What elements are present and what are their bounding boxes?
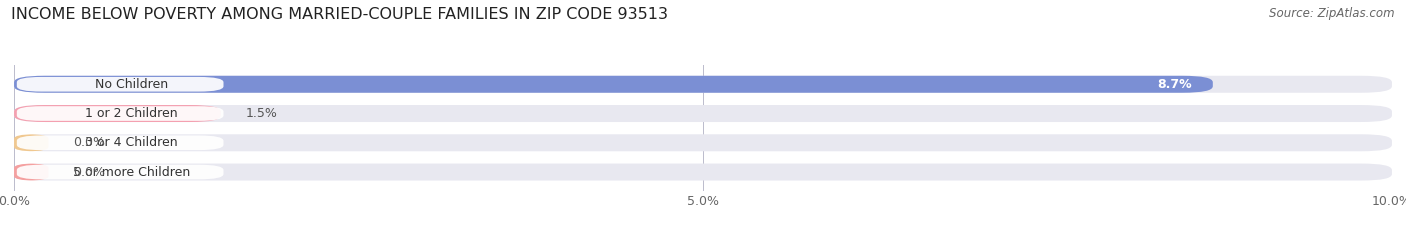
FancyBboxPatch shape (17, 106, 224, 121)
FancyBboxPatch shape (14, 105, 1392, 122)
FancyBboxPatch shape (14, 134, 48, 151)
Text: 1 or 2 Children: 1 or 2 Children (84, 107, 177, 120)
FancyBboxPatch shape (17, 135, 224, 150)
FancyBboxPatch shape (14, 105, 221, 122)
FancyBboxPatch shape (14, 76, 1213, 93)
FancyBboxPatch shape (14, 164, 1392, 181)
Text: 8.7%: 8.7% (1157, 78, 1192, 91)
Text: 0.0%: 0.0% (73, 136, 105, 149)
Text: 0.0%: 0.0% (73, 165, 105, 178)
Text: No Children: No Children (94, 78, 167, 91)
Text: 5 or more Children: 5 or more Children (73, 165, 190, 178)
FancyBboxPatch shape (14, 134, 1392, 151)
FancyBboxPatch shape (17, 165, 224, 179)
FancyBboxPatch shape (17, 77, 224, 92)
Text: Source: ZipAtlas.com: Source: ZipAtlas.com (1270, 7, 1395, 20)
Text: INCOME BELOW POVERTY AMONG MARRIED-COUPLE FAMILIES IN ZIP CODE 93513: INCOME BELOW POVERTY AMONG MARRIED-COUPL… (11, 7, 668, 22)
Text: 3 or 4 Children: 3 or 4 Children (84, 136, 177, 149)
FancyBboxPatch shape (14, 164, 48, 181)
FancyBboxPatch shape (14, 76, 1392, 93)
Text: 1.5%: 1.5% (246, 107, 277, 120)
